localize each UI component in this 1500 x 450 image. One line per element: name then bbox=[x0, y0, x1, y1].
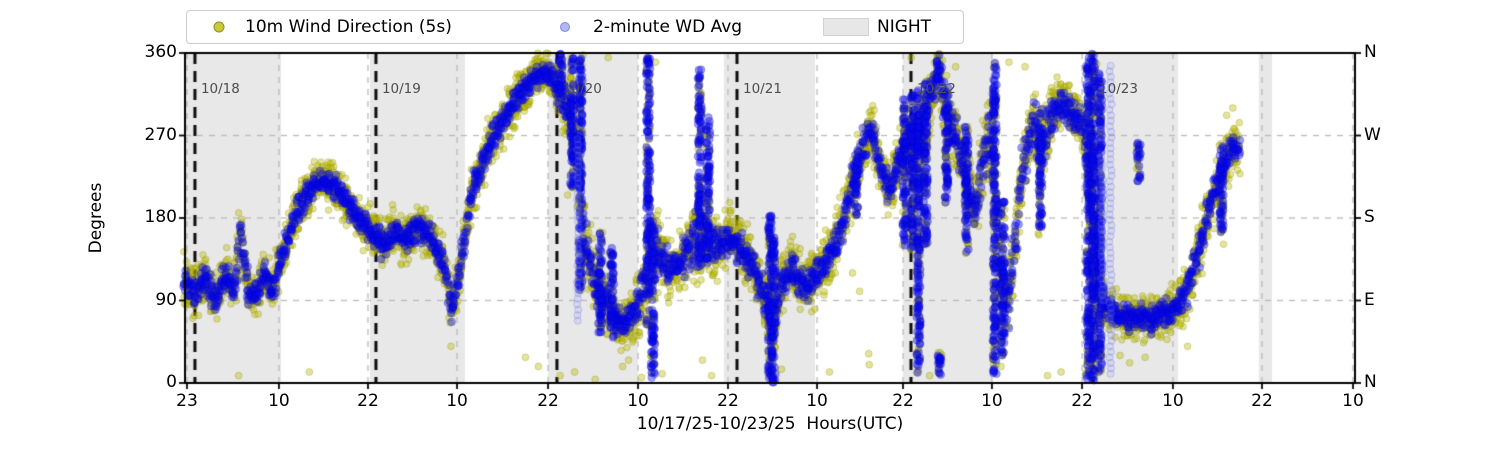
date-label-10-23: 10/23 bbox=[1099, 81, 1138, 97]
x-tick-label-9: 10 bbox=[981, 391, 1003, 411]
x-tick-label-3: 10 bbox=[446, 391, 468, 411]
y-tick-label-270: 270 bbox=[144, 124, 177, 145]
x-axis-label: 10/17/25-10/23/25 Hours(UTC) bbox=[636, 414, 904, 434]
date-label-10-20: 10/20 bbox=[562, 81, 602, 97]
x-tick-label-8: 22 bbox=[892, 391, 914, 411]
y-axis-label: Degrees bbox=[86, 182, 106, 254]
x-tick-label-6: 22 bbox=[717, 391, 739, 411]
compass-label-90: E bbox=[1364, 289, 1375, 310]
legend-box: 10m Wind Direction (5s) 2-minute WD Avg … bbox=[186, 10, 964, 44]
y-tick-label-360: 360 bbox=[144, 42, 177, 62]
x-tick-label-0: 23 bbox=[176, 391, 198, 411]
y-tick-label-180: 180 bbox=[144, 207, 177, 227]
y-tick-label-90: 90 bbox=[155, 289, 177, 310]
compass-label-270: W bbox=[1364, 124, 1381, 145]
compass-label-180: S bbox=[1364, 207, 1375, 227]
legend-label-night: NIGHT bbox=[877, 17, 932, 37]
legend-label-wd-avg: 2-minute WD Avg bbox=[593, 17, 743, 37]
wind-5s-marker-icon bbox=[213, 21, 225, 33]
x-tick-label-7: 10 bbox=[806, 391, 828, 411]
date-label-10-18: 10/18 bbox=[200, 81, 240, 97]
x-tick-label-4: 22 bbox=[537, 391, 559, 411]
date-label-10-19: 10/19 bbox=[381, 81, 421, 97]
date-label-10-21: 10/21 bbox=[743, 81, 782, 97]
compass-label-0: N bbox=[1364, 372, 1377, 392]
x-tick-label-5: 10 bbox=[627, 391, 649, 411]
x-tick-label-13: 10 bbox=[1342, 391, 1364, 411]
x-tick-label-10: 22 bbox=[1071, 391, 1093, 411]
x-tick-label-2: 22 bbox=[357, 391, 379, 411]
x-tick-label-12: 22 bbox=[1251, 391, 1273, 411]
compass-label-360: N bbox=[1364, 42, 1377, 62]
night-patch-icon bbox=[823, 18, 869, 36]
x-tick-label-1: 10 bbox=[268, 391, 290, 411]
date-label-10-22: 10/22 bbox=[916, 81, 956, 97]
y-tick-label-0: 0 bbox=[166, 372, 177, 392]
legend-label-wind-5s: 10m Wind Direction (5s) bbox=[245, 17, 452, 37]
x-tick-label-11: 10 bbox=[1162, 391, 1184, 411]
wd-avg-marker-icon bbox=[560, 22, 570, 32]
